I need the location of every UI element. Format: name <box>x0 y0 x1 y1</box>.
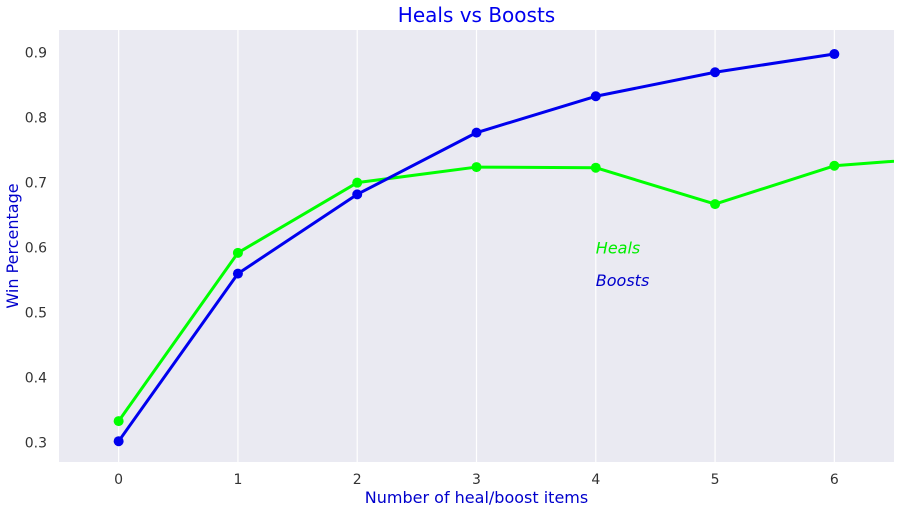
data-point-boosts <box>113 436 124 447</box>
series-group <box>113 49 894 447</box>
x-axis-label: Number of heal/boost items <box>365 488 588 507</box>
chart-title: Heals vs Boosts <box>398 3 555 27</box>
x-tick-label: 5 <box>711 472 720 488</box>
y-tick-label: 0.4 <box>25 371 47 387</box>
data-point-boosts <box>232 268 243 279</box>
data-point-heals <box>710 199 721 210</box>
annotation-boosts: Boosts <box>596 271 650 290</box>
series-boosts <box>113 49 840 447</box>
data-point-heals <box>829 160 840 171</box>
y-tick-label: 0.9 <box>25 46 47 62</box>
x-tick-label: 2 <box>353 472 362 488</box>
grid <box>118 30 835 462</box>
y-tick-label: 0.3 <box>25 436 47 452</box>
x-axis-ticks: 0 1 2 3 4 5 6 <box>114 472 839 488</box>
x-tick-label: 0 <box>114 472 123 488</box>
data-point-heals <box>113 416 124 427</box>
x-tick-label: 3 <box>472 472 481 488</box>
x-tick-label: 6 <box>830 472 839 488</box>
annotations: Heals Boosts <box>596 239 650 290</box>
y-axis-label: Win Percentage <box>3 183 22 308</box>
annotation-heals: Heals <box>596 239 640 258</box>
y-tick-label: 0.5 <box>25 306 47 322</box>
data-point-boosts <box>352 189 363 200</box>
data-point-boosts <box>471 127 482 138</box>
x-tick-label: 1 <box>233 472 242 488</box>
data-point-boosts <box>590 91 601 102</box>
data-point-boosts <box>710 67 721 78</box>
y-axis-ticks: 0.3 0.4 0.5 0.6 0.7 0.8 0.9 <box>25 46 47 452</box>
y-tick-label: 0.8 <box>25 111 47 127</box>
data-point-heals <box>590 162 601 173</box>
data-point-boosts <box>829 49 840 60</box>
x-tick-label: 4 <box>591 472 600 488</box>
data-point-heals <box>352 177 363 188</box>
data-point-heals <box>232 247 243 258</box>
series-line-heals <box>117 159 894 422</box>
y-tick-label: 0.6 <box>25 241 47 257</box>
data-point-heals <box>471 162 482 173</box>
series-heals <box>113 159 894 427</box>
y-tick-label: 0.7 <box>25 176 47 192</box>
